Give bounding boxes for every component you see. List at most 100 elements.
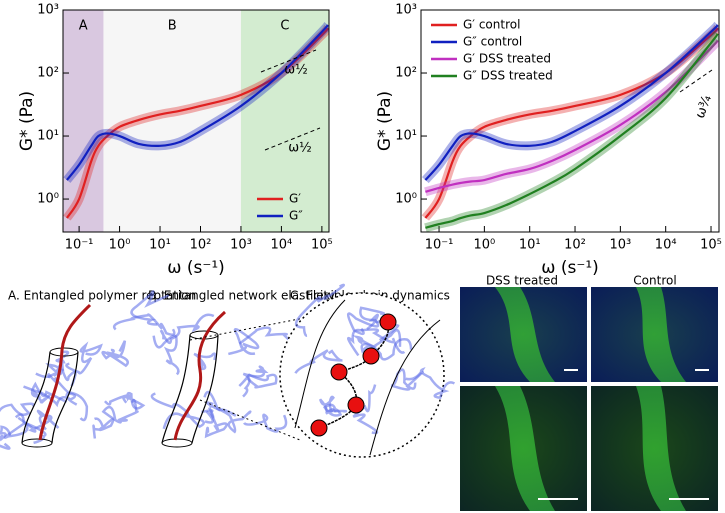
annotation: ω¾ [693,93,715,121]
bead [379,313,397,331]
illustrations: A. Entangled polymer reptation B. Entang… [0,283,456,458]
region-label: B [168,19,177,34]
legend-label: G′ control [463,18,520,32]
polymer-strand [203,390,252,434]
zoom-circle [279,292,445,458]
x-tick-label: 10⁴ [655,238,677,253]
polymer-strand [130,290,169,326]
lines [63,21,329,221]
tube-end [161,438,193,448]
tube [21,351,79,444]
polymer-strand [150,392,205,430]
y-tick-label: 10³ [395,3,417,18]
polymer-strand [201,409,228,439]
x-tick-label: 10⁻¹ [65,238,94,253]
chart: 10⁻¹ 10⁰ 10¹ 10² 10³ 10⁴ 10⁵ 10⁰ 10¹ 10² 10³ ω (s⁻¹… [264,3,722,278]
x-tick-label: 10⁰ [473,238,495,253]
polymer-strand [243,413,288,433]
polymer-strand [30,381,67,404]
micrographs: DSS treated Control [460,274,718,511]
legend-label: G′ DSS treated [463,52,551,66]
series-line [424,24,719,181]
polymer-strand [352,328,402,350]
tube-end [49,347,79,357]
polymer-strand [228,327,260,356]
x-tick-label: 10⁰ [109,238,131,253]
y-tick-label: 10² [395,66,417,81]
polymer-strand [294,349,343,374]
x-tick-label: 10² [564,238,586,253]
y-tick-label: 10³ [37,3,59,18]
y-tick-label: 10² [37,66,59,81]
polymer-strand [112,313,176,336]
micrograph-texture [460,386,587,511]
x-tick-label: 10³ [609,238,631,253]
polymer-strand [0,402,35,416]
y-tick-label: 10⁰ [37,192,59,207]
panel-label: A. Entangled polymer reptation [8,289,196,303]
panel-label: B. Entangled network elasticity [148,289,335,303]
annotation: ω½ [284,63,308,78]
charts: A B C 10⁻¹ 10⁰ 10¹ 10² 10³ 10⁴ 10⁵ 10⁰ 10¹ 10² 10³ ω (… [17,3,722,279]
y-tick-label: 10¹ [395,129,417,144]
polymer-strand [193,352,217,371]
axes-frame [420,9,720,233]
region-label: A [79,19,88,34]
tube-end [21,438,53,448]
polymer-strand [101,398,139,424]
polymer-strand [204,401,237,424]
x-tick-label: 10⁵ [311,238,333,253]
micrograph-texture [591,386,718,511]
legend-label: G″ [289,209,303,223]
polymer-strand [294,283,345,338]
polymer-strand [46,372,89,422]
polymer-chain [173,310,226,441]
tube-wall [294,299,441,456]
polymer-strand [390,368,424,391]
polymer-strand [92,417,115,439]
column-label: Control [633,274,676,288]
legend-label: G′ [289,192,301,206]
bead [347,396,365,414]
y-tick-label: 10¹ [37,129,59,144]
series-line [66,24,329,181]
micrograph-texture [591,287,718,382]
x-tick-label: 10² [190,238,212,253]
region [63,10,104,232]
polymer-strand [0,425,12,450]
polymer-strand [405,366,456,399]
y-axis-label: G* (Pa) [17,91,37,151]
x-tick-label: 10³ [230,238,252,253]
polymer-strand [360,338,413,361]
legend-label: G″ control [463,35,522,49]
polymer-strand [104,391,146,410]
tube [161,334,219,444]
polymer-strand [17,409,60,433]
axes-frame [62,9,330,233]
slope-guide [260,49,317,73]
series-line [425,39,719,193]
x-tick-label: 10⁵ [700,238,722,253]
micrograph-texture [460,287,587,382]
slope-guide [264,127,321,151]
y-axis-label: G* (Pa) [375,91,395,151]
region [240,10,329,232]
polymer-strand [347,328,406,357]
polymer-chain [38,303,92,441]
chart: A B C 10⁻¹ 10⁰ 10¹ 10² 10³ 10⁴ 10⁵ 10⁰ 10¹ 10² 10³ ω (… [17,3,333,279]
x-tick-label: 10⁻¹ [425,238,454,253]
series-line [425,33,719,229]
bead [310,419,328,437]
x-tick-label: 10¹ [519,238,541,253]
bead [330,363,348,381]
x-tick-label: 10¹ [149,238,171,253]
y-tick-label: 10⁰ [395,192,417,207]
lines [421,21,719,232]
polymer-strand [346,306,386,336]
polymer-strand [159,313,215,345]
polymer-strand [242,365,269,398]
x-axis-label: ω (s⁻¹) [541,258,599,278]
polymer-strand [318,395,348,413]
